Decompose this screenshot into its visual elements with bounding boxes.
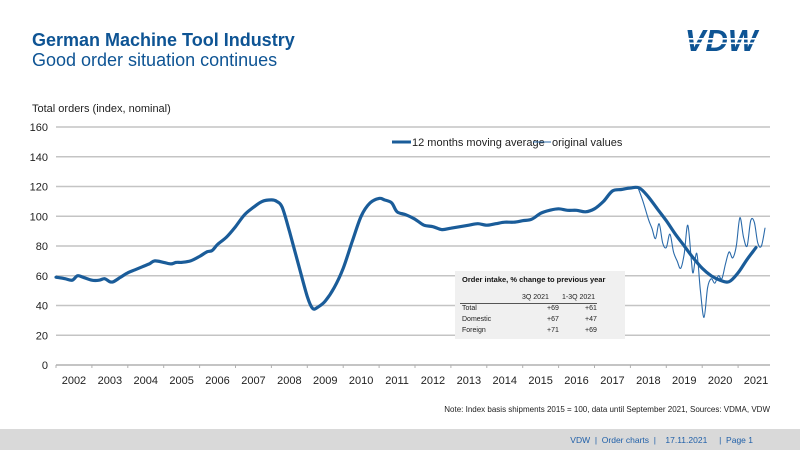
y-tick-label: 100 xyxy=(30,211,48,223)
x-tick-label: 2004 xyxy=(134,375,158,387)
x-tick-label: 2019 xyxy=(672,375,696,387)
x-tick-label: 2011 xyxy=(385,375,409,387)
footer-text: VDW | Order charts | 17.11.2021 | Page 1 xyxy=(570,435,753,445)
legend-label-moving-average: 12 months moving average xyxy=(412,137,545,149)
x-tick-label: 2002 xyxy=(62,375,86,387)
x-tick-label: 2007 xyxy=(241,375,265,387)
y-tick-label: 60 xyxy=(36,271,48,283)
series-moving-average xyxy=(54,185,758,311)
x-tick-label: 2020 xyxy=(708,375,732,387)
vdw-logo: VDW xyxy=(672,26,770,54)
x-tick-label: 2012 xyxy=(421,375,445,387)
x-tick-label: 2021 xyxy=(744,375,768,387)
page-subtitle: Good order situation continues xyxy=(32,50,278,70)
table-divider xyxy=(460,303,597,304)
row-label: Total xyxy=(462,305,477,312)
table-row: Foreign +71 +69 xyxy=(462,327,598,337)
x-tick-label: 2017 xyxy=(600,375,624,387)
y-tick-label: 20 xyxy=(36,330,48,342)
y-tick-label: 160 xyxy=(30,122,48,134)
y-tick-label: 120 xyxy=(30,182,48,194)
page-title: German Machine Tool Industry xyxy=(32,30,295,50)
row-label: Foreign xyxy=(462,327,486,334)
table-header-ytd: 1-3Q 2021 xyxy=(562,294,596,301)
row-label: Domestic xyxy=(462,316,492,323)
x-tick-label: 2006 xyxy=(205,375,229,387)
y-tick-label: 80 xyxy=(36,241,48,253)
y-axis-label: Total orders (index, nominal) xyxy=(32,103,171,115)
x-tick-label: 2003 xyxy=(98,375,122,387)
x-tick-label: 2016 xyxy=(564,375,588,387)
y-tick-label: 0 xyxy=(42,360,48,372)
row-q3: +71 xyxy=(547,327,559,334)
x-tick-label: 2013 xyxy=(457,375,481,387)
x-tick-label: 2008 xyxy=(277,375,301,387)
legend-label-original-values: original values xyxy=(552,137,623,149)
x-tick-label: 2005 xyxy=(169,375,193,387)
y-tick-label: 40 xyxy=(36,301,48,313)
x-tick-label: 2018 xyxy=(636,375,660,387)
logo-text: VDW xyxy=(685,26,760,54)
row-ytd: +61 xyxy=(585,305,597,312)
x-tick-label: 2010 xyxy=(349,375,373,387)
footer-bar: VDW | Order charts | 17.11.2021 | Page 1 xyxy=(0,429,800,450)
row-q3: +69 xyxy=(547,305,559,312)
row-q3: +67 xyxy=(547,316,559,323)
series-original-values xyxy=(637,185,766,318)
table-row: Domestic +67 +47 xyxy=(462,316,598,326)
order-intake-table: Order intake, % change to previous year … xyxy=(455,271,625,339)
x-tick-label: 2009 xyxy=(313,375,337,387)
row-ytd: +47 xyxy=(585,316,597,323)
line-chart: 0 20 40 60 80 100 120 140 160 2002 2003 2004 2005 20… xyxy=(30,122,770,387)
x-tick-label: 2015 xyxy=(528,375,552,387)
source-note: Note: Index basis shipments 2015 = 100, … xyxy=(444,405,770,414)
y-tick-label: 140 xyxy=(30,152,48,164)
x-tick-label: 2014 xyxy=(493,375,517,387)
row-ytd: +69 xyxy=(585,327,597,334)
table-title: Order intake, % change to previous year xyxy=(462,275,606,284)
table-row: Total +69 +61 xyxy=(462,305,598,315)
table-header-q3: 3Q 2021 xyxy=(522,294,549,301)
